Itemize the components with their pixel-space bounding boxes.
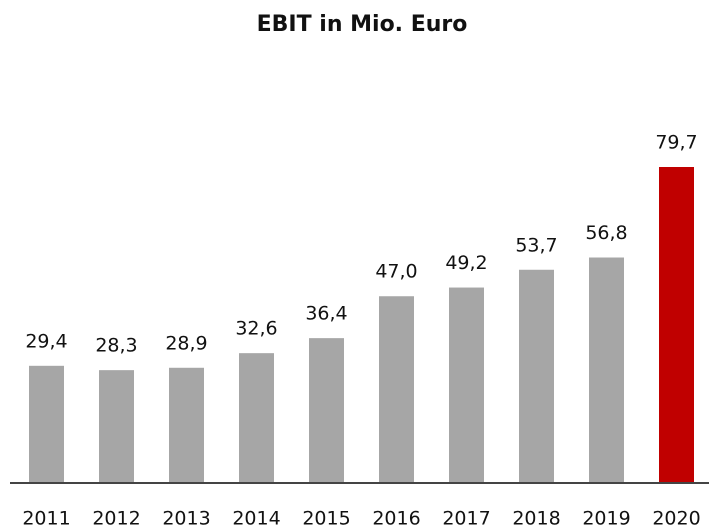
bar [29, 365, 64, 482]
data-label: 53,7 [515, 234, 557, 256]
x-tick-label: 2012 [92, 508, 140, 530]
x-tick-label: 2013 [162, 508, 210, 530]
bar [169, 367, 204, 482]
bar [659, 167, 694, 482]
bar [309, 338, 344, 482]
chart-title: EBIT in Mio. Euro [257, 12, 468, 37]
bar [239, 353, 274, 482]
x-tick-label: 2014 [232, 508, 280, 530]
data-label: 28,9 [165, 332, 207, 354]
bar [449, 287, 484, 482]
x-tick-label: 2016 [372, 508, 420, 530]
x-tick-label: 2011 [22, 508, 70, 530]
data-label: 29,4 [25, 330, 67, 352]
x-tick-label: 2019 [582, 508, 630, 530]
bar [589, 257, 624, 482]
x-tick-label: 2017 [442, 508, 490, 530]
data-label: 56,8 [585, 222, 627, 244]
data-label: 32,6 [235, 318, 277, 340]
data-label: 47,0 [375, 261, 417, 283]
x-tick-label: 2015 [302, 508, 350, 530]
x-tick-label: 2020 [652, 508, 700, 530]
bar [519, 269, 554, 482]
data-label: 49,2 [445, 252, 487, 274]
data-label: 79,7 [655, 132, 697, 154]
x-tick-label: 2018 [512, 508, 560, 530]
bar [99, 370, 134, 482]
bar [379, 296, 414, 482]
data-label: 36,4 [305, 303, 347, 325]
data-label: 28,3 [95, 335, 137, 357]
